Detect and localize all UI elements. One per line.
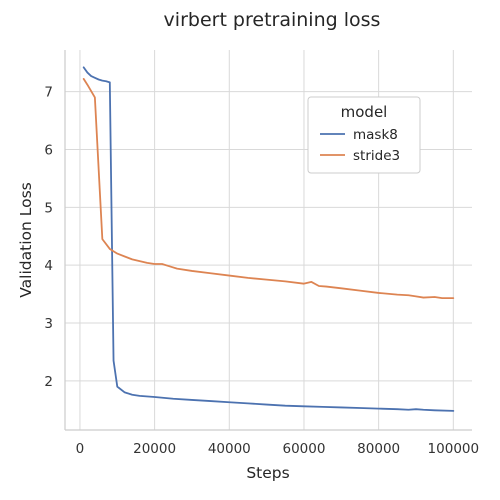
y-tick-label: 6 [44,142,53,158]
x-tick-label: 80000 [357,441,400,457]
grid [65,50,472,430]
x-tick-label: 100000 [428,441,480,457]
x-tick-label: 20000 [133,441,176,457]
x-tick-label: 0 [76,441,85,457]
y-tick-label: 3 [44,316,53,332]
legend-label-mask8: mask8 [353,127,398,143]
legend-entries: mask8 stride3 [320,127,400,164]
legend-title: model [341,103,388,121]
chart-title: virbert pretraining loss [164,9,381,31]
x-axis-title: Steps [246,464,289,482]
series-lines [82,66,455,412]
y-tick-labels: 2 3 4 5 6 7 [44,85,53,390]
y-axis-title: Validation Loss [17,182,35,297]
legend: model mask8 stride3 [307,96,421,174]
y-tick-label: 2 [44,374,53,390]
legend-label-stride3: stride3 [353,148,400,164]
x-tick-label: 60000 [282,441,325,457]
x-tick-label: 40000 [208,441,251,457]
y-tick-label: 5 [44,200,53,216]
axes [64,50,472,431]
series-line-stride3 [82,78,455,300]
x-tick-labels: 0 20000 40000 60000 80000 100000 [76,441,479,457]
series-line-mask8 [82,66,455,412]
legend-frame [307,96,421,174]
y-tick-label: 7 [44,85,53,101]
y-tick-label: 4 [44,258,53,274]
